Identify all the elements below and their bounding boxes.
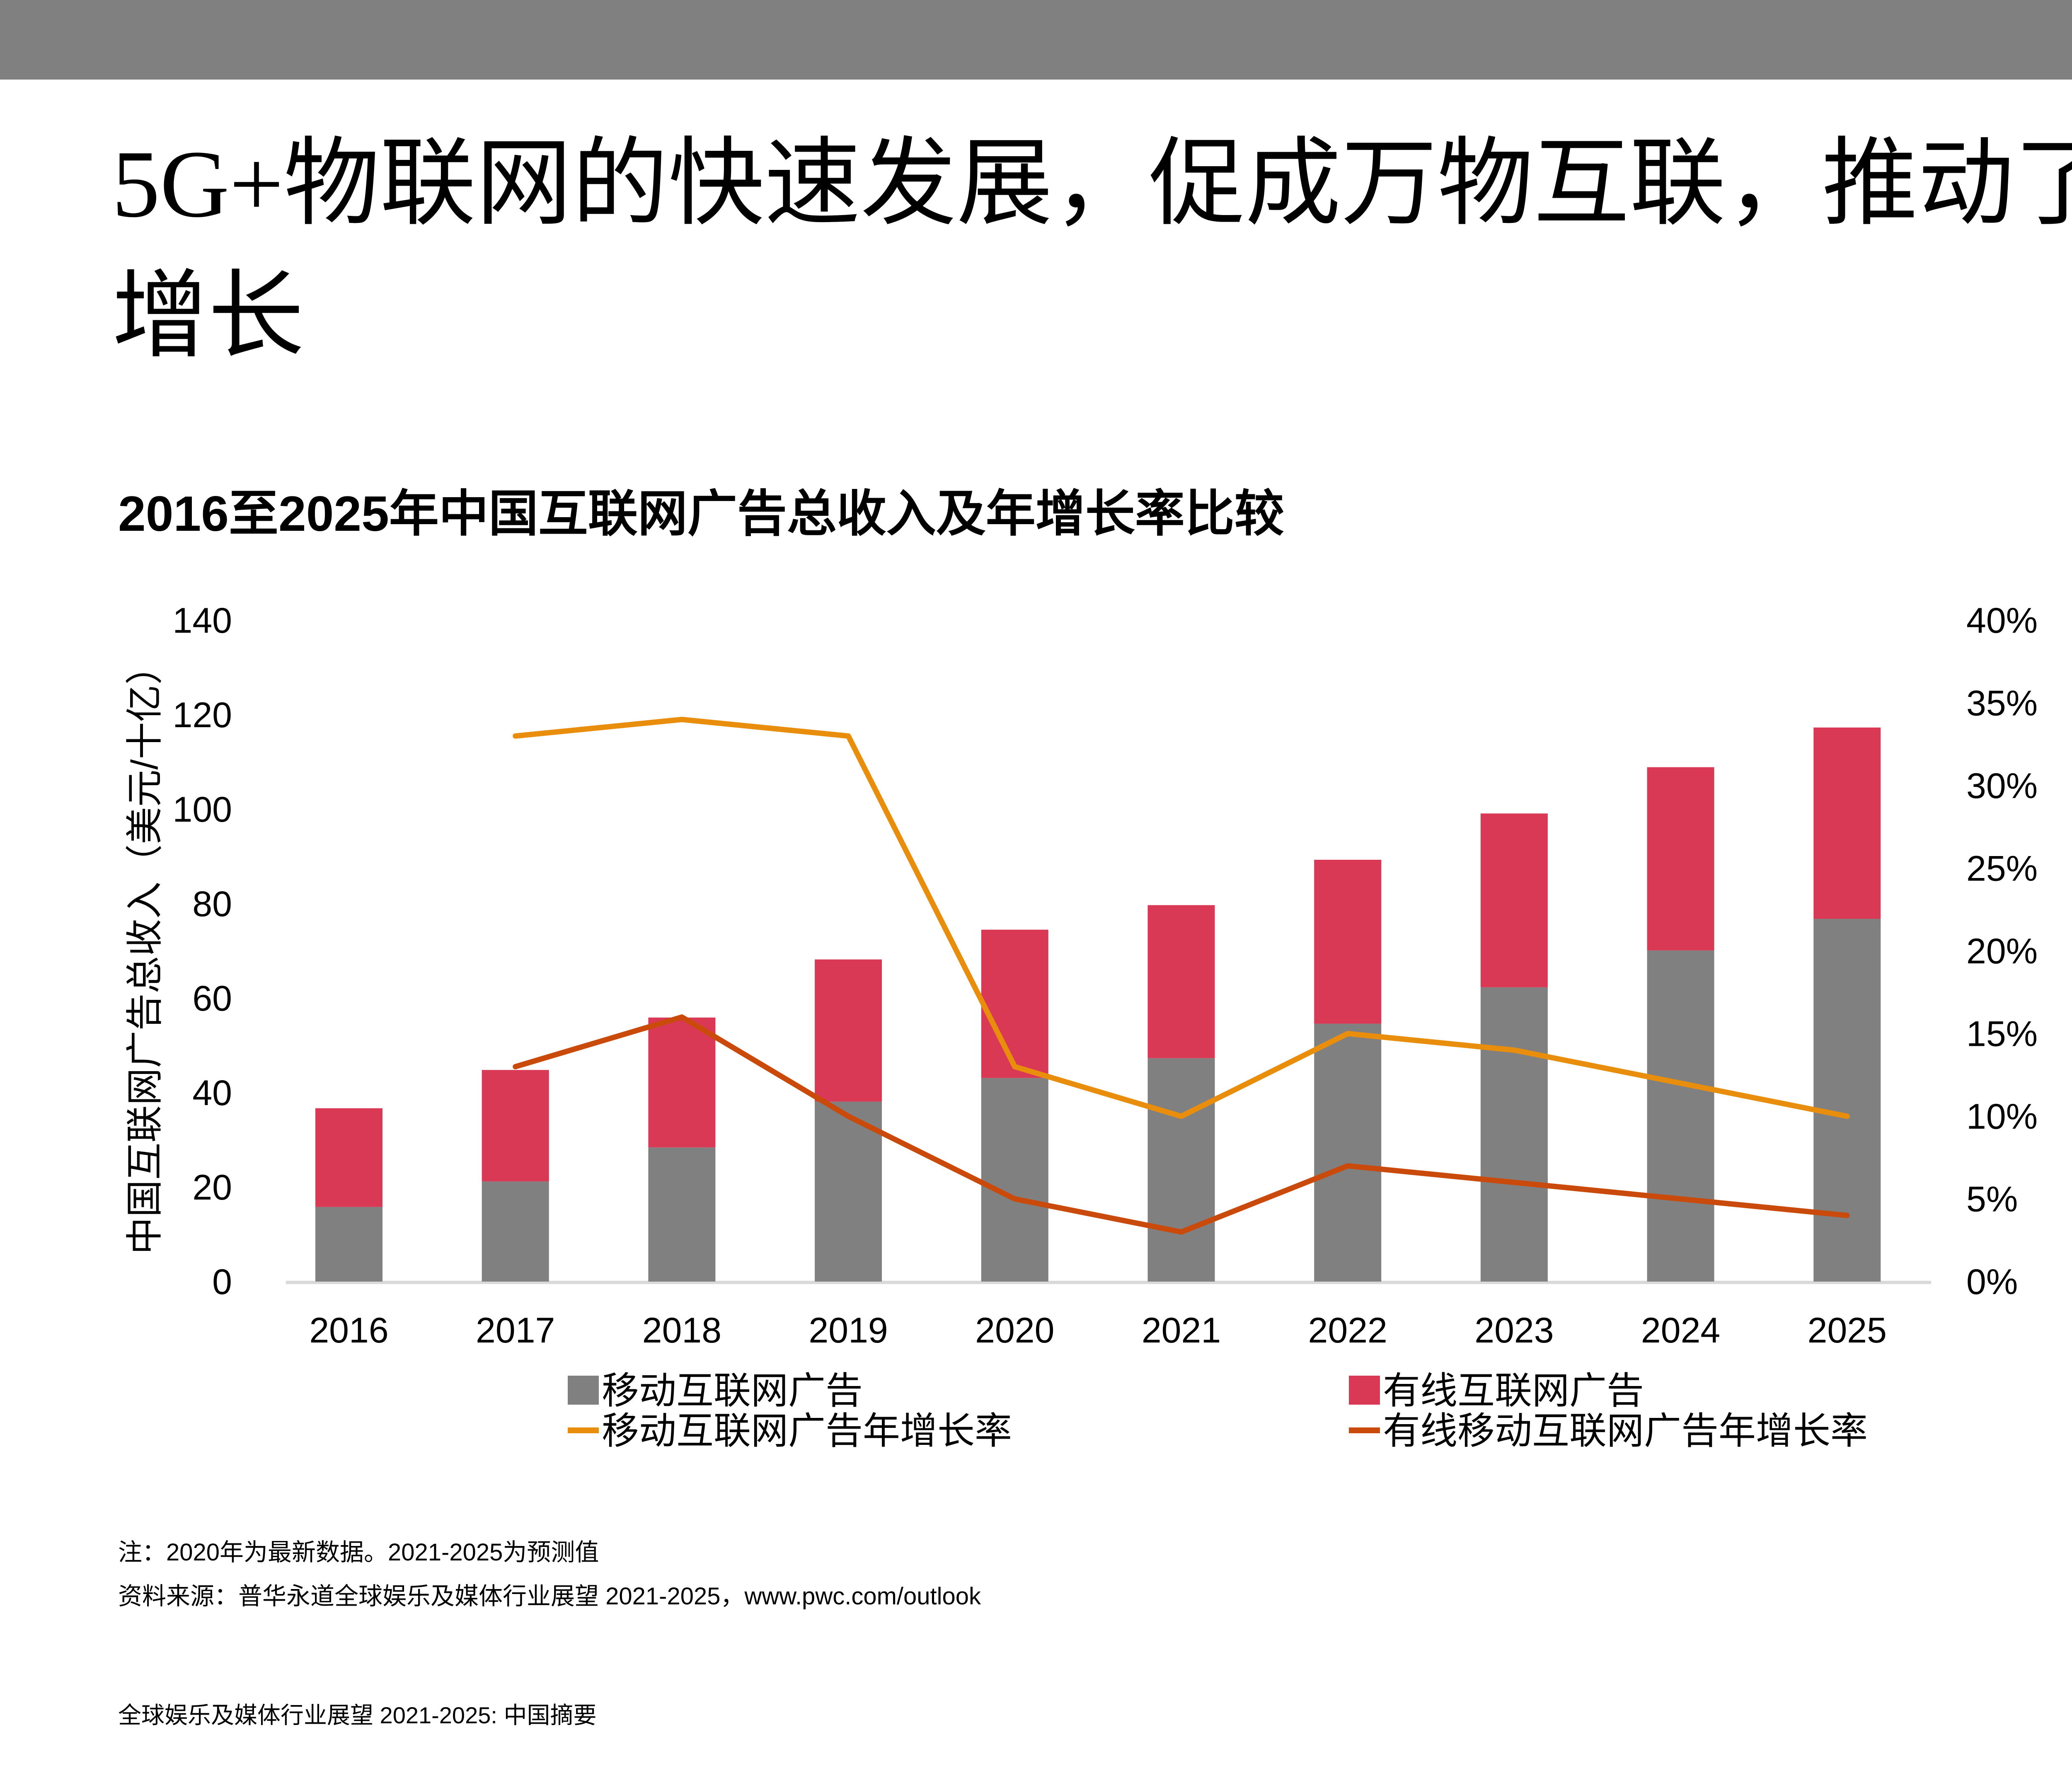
y2-tick-label: 30% [1966,766,2038,806]
bar-segment [1147,905,1215,1058]
bar-segment [1813,919,1881,1282]
bar-segment [1480,987,1548,1282]
y-tick-label: 140 [173,601,232,641]
y-axis-title: 中国互联网广告总收入（美元/十亿） [124,647,166,1254]
line-series [513,1014,1850,1235]
bar-segment [1480,813,1548,987]
bar-segment [981,1078,1048,1282]
bar-segment [648,1017,716,1148]
x-tick-label: 2021 [1142,1311,1221,1350]
legend-label: 移动互联网广告 [602,1370,863,1412]
chart-title: 2016至2025年中国互联网广告总收入及年增长率比较 [118,486,1284,542]
bar-segment [981,929,1048,1078]
bar-segment [482,1181,549,1282]
legend-swatch [568,1376,599,1405]
y-tick-label: 80 [192,884,232,924]
y2-tick-label: 5% [1966,1180,2018,1219]
bar-segment [648,1147,716,1282]
x-tick-label: 2017 [476,1311,555,1350]
page-title: 5G+物联网的快速发展，促成万物互联，推动了互联网广告的快速 增长 [112,118,2072,383]
x-tick-label: 2022 [1308,1311,1387,1350]
bar-segment [1314,859,1382,1024]
y2-tick-label: 10% [1966,1097,2038,1137]
x-tick-label: 2019 [808,1311,888,1350]
y2-tick-label: 0% [1966,1262,2018,1302]
y-tick-label: 60 [192,979,232,1018]
y2-tick-label: 20% [1966,931,2038,971]
y-tick-label: 20 [192,1168,232,1207]
bar-segment [482,1070,549,1182]
y-tick-label: 40 [192,1073,232,1113]
bar-segment [315,1108,382,1207]
page-title-line-2: 增长 [112,264,305,370]
x-tick-label: 2025 [1808,1311,1887,1350]
legend-label: 移动互联网广告年增长率 [602,1410,1012,1452]
y2-tick-label: 15% [1966,1014,2038,1054]
bar-segment [1647,950,1714,1282]
x-tick-label: 2020 [975,1311,1054,1350]
x-tick-label: 2016 [309,1311,388,1350]
y2-tick-label: 35% [1966,684,2038,723]
footer-text: 全球娱乐及媒体行业展望 2021-2025: 中国摘要 [118,1702,597,1728]
legend-label: 有线互联网广告 [1383,1370,1644,1412]
chart-note: 注：2020年为最新数据。2021-2025为预测值 [118,1539,599,1566]
legend-swatch [1349,1376,1380,1405]
y-tick-label: 0 [212,1262,232,1302]
data-source: 资料来源：普华永道全球娱乐及媒体行业展望 2021-2025，www.pwc.c… [118,1583,981,1610]
y-tick-label: 100 [173,790,232,830]
x-tick-label: 2024 [1641,1311,1720,1350]
bar-segment [1813,727,1881,919]
bar-segment [1314,1023,1382,1282]
bar-segment [815,1101,882,1282]
y2-tick-label: 40% [1966,601,2038,641]
line-series [513,716,1850,1119]
bar-segment [1147,1058,1215,1282]
y-tick-label: 120 [173,695,232,735]
bar-segment [815,959,882,1102]
chart: 0 20 40 60 80 100 120 140 0% 5% 10% 15% 20% 25% 30% 35%… [124,601,2038,1452]
y2-tick-label: 25% [1966,849,2038,889]
top-header-bar: 细分行业：互联网广告 [0,0,2072,80]
x-tick-label: 2023 [1474,1311,1554,1350]
x-tick-label: 2018 [642,1311,721,1350]
legend-label: 有线移动互联网广告年增长率 [1383,1410,1868,1452]
page-title-line-1: 5G+物联网的快速发展，促成万物互联，推动了互联网广告的快速 [112,131,2072,237]
bar-segment [315,1207,382,1282]
bar-segment [1647,767,1714,951]
